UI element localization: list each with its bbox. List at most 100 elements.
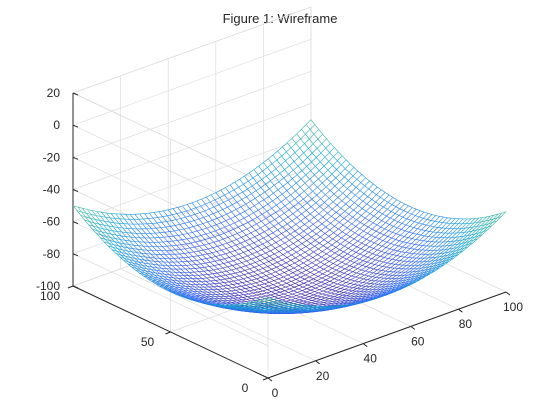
mesh-segment [206, 194, 212, 198]
mesh-segment [333, 282, 338, 285]
mesh-segment [353, 287, 358, 289]
mesh-segment [317, 220, 323, 225]
mesh-segment [280, 236, 286, 241]
mesh-segment [291, 186, 296, 192]
mesh-segment [322, 293, 327, 296]
mesh-segment [414, 248, 419, 250]
mesh-segment [414, 277, 419, 279]
mesh-segment [132, 248, 138, 250]
mesh-segment [326, 138, 331, 144]
mesh-segment [430, 220, 435, 222]
mesh-segment [417, 228, 422, 231]
mesh-segment [250, 300, 256, 302]
mesh-segment [371, 254, 377, 259]
mesh-segment [150, 271, 156, 274]
mesh-segment [246, 228, 252, 234]
mesh-segment [372, 191, 377, 195]
mesh-segment [331, 241, 337, 246]
mesh-segment [424, 266, 430, 271]
mesh-segment [287, 303, 292, 306]
mesh-segment [224, 224, 230, 228]
mesh-segment [256, 182, 262, 188]
mesh-segment [391, 263, 396, 265]
mesh-segment [206, 196, 211, 203]
mesh-segment [300, 296, 305, 299]
mesh-segment [300, 276, 305, 280]
mesh-segment [159, 275, 165, 277]
mesh-segment [242, 307, 248, 309]
mesh-segment [200, 239, 206, 242]
mesh-segment [107, 229, 112, 235]
mesh-segment [370, 280, 376, 284]
mesh-segment [138, 219, 143, 225]
mesh-segment [344, 211, 349, 215]
mesh-segment [367, 228, 373, 234]
mesh-segment [442, 222, 447, 224]
mesh-segment [270, 294, 275, 297]
mesh-segment [372, 269, 378, 274]
mesh-segment [270, 248, 276, 252]
mesh-segment [359, 258, 364, 261]
mesh-segment [269, 256, 274, 260]
mesh-segment [373, 183, 378, 188]
mesh-segment [165, 250, 171, 255]
mesh-segment [119, 242, 125, 244]
mesh-segment [396, 282, 402, 286]
mesh-segment [225, 253, 230, 258]
mesh-segment [157, 217, 162, 223]
mesh-segment [335, 215, 341, 220]
mesh-segment [162, 215, 168, 217]
mesh-segment [125, 236, 131, 238]
mesh-segment [236, 237, 242, 240]
mesh-segment [286, 257, 291, 261]
mesh-segment [310, 310, 315, 312]
mesh-segment [295, 143, 301, 149]
mesh-segment [358, 234, 363, 238]
mesh-segment [98, 223, 104, 229]
mesh-segment [176, 282, 182, 284]
mesh-segment [287, 178, 293, 183]
mesh-segment [217, 211, 223, 217]
mesh-segment [344, 172, 350, 178]
mesh-segment [140, 269, 146, 272]
mesh-segment [128, 244, 134, 246]
mesh-segment [195, 205, 201, 209]
mesh-segment [139, 259, 145, 261]
mesh-segment [309, 129, 315, 135]
mesh-segment [245, 300, 251, 302]
mesh-segment [290, 147, 296, 153]
mesh-segment [191, 207, 196, 210]
mesh-segment [204, 284, 210, 288]
mesh-segment [315, 310, 320, 312]
mesh-segment [400, 224, 407, 230]
mesh-segment [318, 268, 324, 273]
mesh-segment [173, 258, 179, 263]
mesh-segment [324, 156, 330, 162]
mesh-segment [192, 292, 197, 294]
mesh-segment [177, 239, 183, 241]
mesh-segment [300, 138, 305, 144]
mesh-segment [181, 212, 186, 218]
mesh-segment [115, 253, 121, 256]
mesh-segment [264, 188, 270, 193]
mesh-segment [361, 266, 367, 271]
mesh-segment [339, 211, 345, 216]
mesh-segment [341, 284, 346, 287]
mesh-segment [279, 272, 285, 275]
mesh-segment [283, 303, 288, 306]
mesh-segment [383, 234, 388, 237]
mesh-segment [236, 267, 242, 269]
mesh-segment [391, 211, 396, 214]
mesh-segment [383, 274, 389, 279]
mesh-segment [453, 243, 459, 249]
mesh-segment [182, 233, 188, 235]
mesh-segment [299, 143, 305, 149]
mesh-segment [271, 306, 277, 309]
mesh-segment [233, 186, 239, 191]
mesh-segment [382, 278, 388, 282]
mesh-segment [224, 192, 230, 196]
mesh-segment [401, 279, 407, 284]
mesh-segment [200, 263, 205, 268]
mesh-segment [440, 227, 447, 234]
mesh-segment [318, 209, 324, 214]
